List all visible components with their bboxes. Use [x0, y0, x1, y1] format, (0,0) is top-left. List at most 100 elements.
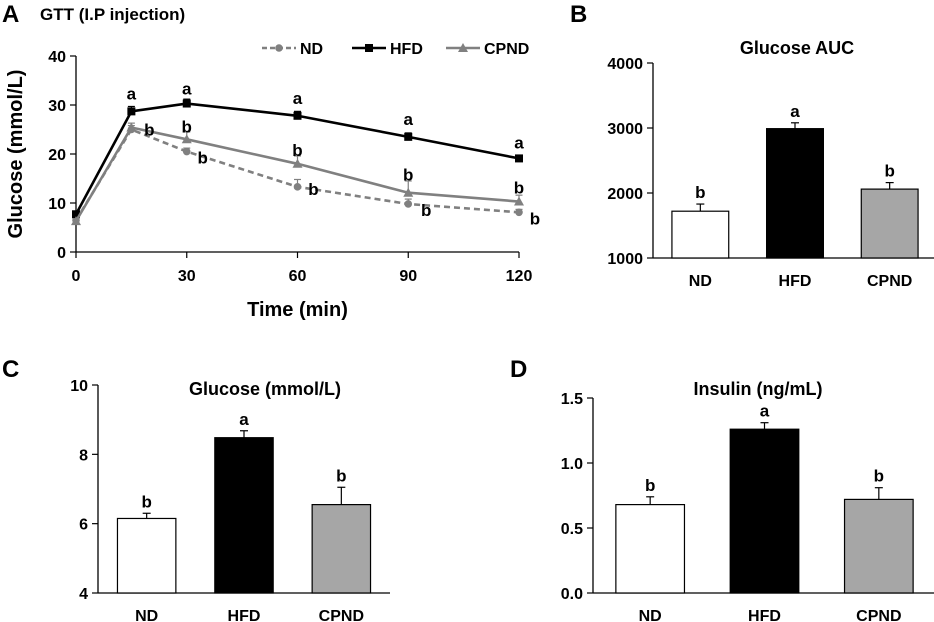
data-point: [182, 147, 191, 156]
series-line: [74, 126, 520, 222]
panel-title: Glucose AUC: [740, 38, 854, 58]
data-point: [127, 107, 136, 116]
bar-cpnd: [311, 504, 372, 594]
data-point: [71, 216, 81, 226]
significance-label: b: [144, 121, 154, 140]
category-label: CPND: [867, 273, 912, 290]
category-label: CPND: [319, 608, 364, 622]
panel-d: D Insulin (ng/mL) 0.0 0.5 1.0 1.5 b ND a HFD b CPND: [510, 356, 934, 622]
x-axis-label: Time (min): [247, 299, 348, 321]
category-label: ND: [639, 608, 662, 622]
bar-hfd: [765, 128, 824, 259]
significance-label: a: [182, 80, 192, 99]
bar-hfd: [729, 428, 800, 594]
significance-label: a: [790, 102, 800, 121]
legend-item: ND: [262, 41, 323, 58]
panel-letter: A: [2, 1, 19, 28]
significance-label: b: [514, 179, 524, 198]
data-point: [126, 122, 137, 132]
data-point: [182, 99, 191, 108]
panel-title: Glucose (mmol/L): [189, 379, 341, 399]
y-tick-label: 40: [48, 49, 66, 66]
category-label: ND: [689, 273, 712, 290]
y-tick-label: 1.0: [561, 456, 583, 473]
y-tick-label: 8: [79, 447, 88, 464]
y-tick-label: 3000: [607, 121, 643, 138]
significance-label: a: [293, 89, 303, 108]
significance-label: a: [760, 402, 770, 421]
series-line: [74, 102, 520, 215]
y-tick-label: 30: [48, 98, 66, 115]
panel-letter: B: [570, 1, 587, 28]
y-tick-label: 1000: [607, 251, 643, 268]
data-point: [293, 111, 302, 120]
data-point: [514, 196, 524, 206]
data-point: [181, 134, 192, 144]
panel-a: A GTT (I.P injection) 0 10 20 30 40 0 30 60 90 120 T…: [2, 1, 540, 321]
y-tick-label: 2000: [607, 186, 643, 203]
panel-letter: C: [2, 356, 19, 383]
panel-c: C Glucose (mmol/L) 4 6 8 10 b ND a HFD b CPND: [2, 356, 390, 622]
data-point: [515, 208, 523, 217]
x-tick-label: 90: [399, 268, 417, 285]
significance-label: a: [239, 410, 249, 429]
significance-label: b: [884, 162, 894, 181]
significance-label: b: [695, 183, 705, 202]
significance-label: b: [308, 180, 318, 199]
significance-label: b: [421, 201, 431, 220]
y-tick-label: 0.5: [561, 521, 583, 538]
legend-item: CPND: [446, 41, 529, 58]
bar-cpnd: [843, 498, 914, 594]
x-tick-label: 60: [289, 268, 307, 285]
significance-label: a: [127, 84, 137, 103]
bar-nd: [671, 210, 730, 259]
y-tick-label: 10: [70, 378, 88, 395]
significance-label: b: [141, 492, 151, 511]
category-label: HFD: [228, 608, 261, 622]
legend-marker: [365, 44, 373, 52]
significance-label: b: [292, 141, 302, 160]
significance-label: b: [182, 117, 192, 136]
bar-nd: [116, 517, 177, 594]
category-label: HFD: [748, 608, 781, 622]
significance-label: b: [874, 467, 884, 486]
significance-label: b: [336, 466, 346, 485]
series-nd: bbb b: [72, 124, 540, 228]
bar-nd: [615, 504, 686, 594]
legend-marker: [275, 44, 283, 52]
category-label: CPND: [856, 608, 901, 622]
y-tick-label: 4: [79, 586, 88, 603]
significance-label: b: [530, 209, 540, 228]
y-tick-label: 10: [48, 196, 66, 213]
legend-label: CPND: [484, 41, 529, 58]
panel-title: GTT (I.P injection): [40, 5, 185, 24]
panel-title: Insulin (ng/mL): [694, 379, 823, 399]
y-tick-label: 0.0: [561, 586, 583, 603]
legend-marker: [458, 43, 468, 52]
data-point: [404, 132, 413, 141]
panel-letter: D: [510, 356, 527, 383]
panel-b: B Glucose AUC 1000 2000 3000 4000 b ND a HFD b CPND: [570, 1, 934, 290]
y-tick-label: 6: [79, 517, 88, 534]
significance-label: a: [514, 133, 524, 152]
significance-label: b: [198, 149, 208, 168]
significance-label: a: [404, 110, 414, 129]
x-tick-label: 0: [72, 268, 81, 285]
significance-label: b: [403, 166, 413, 185]
data-point: [515, 154, 523, 163]
x-tick-label: 30: [178, 268, 196, 285]
y-axis-label: Glucose (mmol/L): [5, 70, 27, 239]
y-tick-label: 1.5: [561, 391, 583, 408]
series-line: [74, 127, 520, 221]
data-point: [72, 210, 80, 219]
series-hfd: a a a a a: [72, 80, 524, 219]
y-tick-label: 4000: [607, 56, 643, 73]
data-point: [293, 183, 302, 191]
x-tick-label: 120: [506, 268, 533, 285]
category-label: HFD: [779, 273, 812, 290]
legend-label: HFD: [390, 41, 423, 58]
data-point: [404, 200, 413, 208]
y-tick-label: 0: [57, 245, 66, 262]
